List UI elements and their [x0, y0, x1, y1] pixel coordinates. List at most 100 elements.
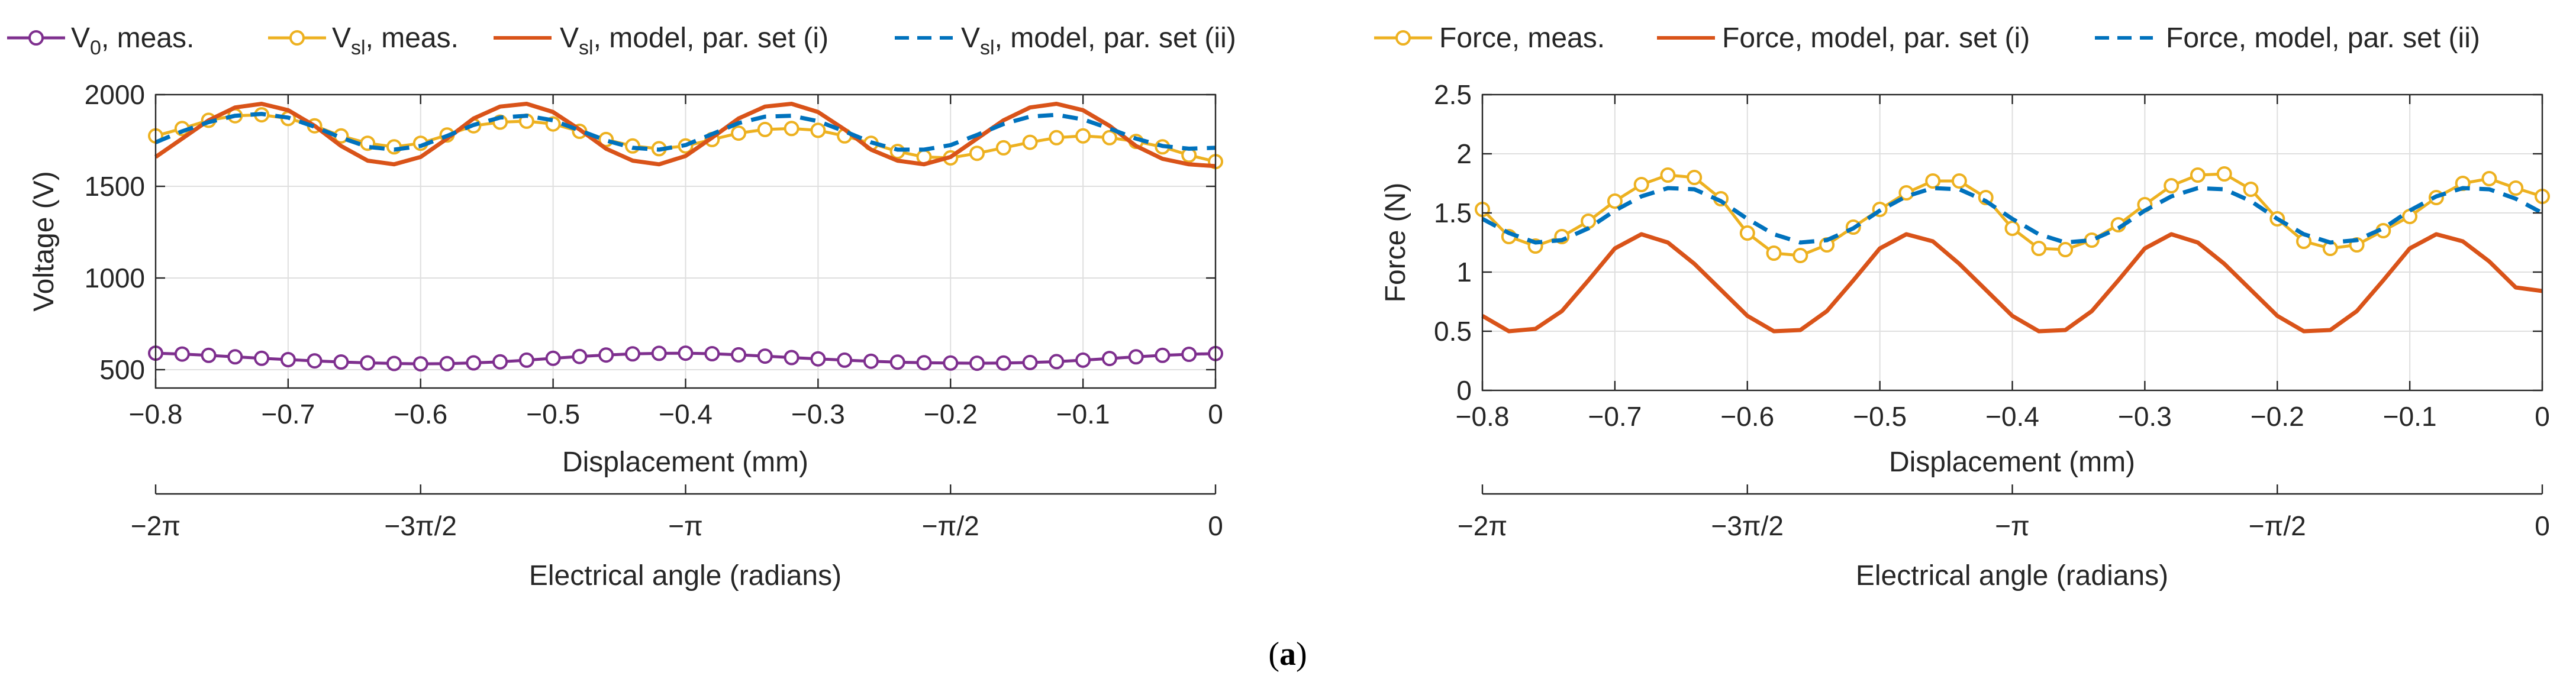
voltage-point-v0_meas [1075, 352, 1091, 368]
voltage-point-v0_meas [492, 354, 508, 370]
voltage-point-v0_meas [1022, 354, 1038, 370]
force-series [1475, 166, 2550, 334]
voltage-angle-tick-label: −3π/2 [384, 510, 457, 541]
force-angle-tick-label: 0 [2535, 510, 2550, 541]
force-angle-tick-label: −3π/2 [1711, 510, 1784, 541]
caption-label: a [1279, 636, 1296, 673]
voltage-point-v0_meas [916, 355, 932, 371]
voltage-point-v0_meas [995, 355, 1011, 371]
voltage-ytick-label: 1000 [85, 263, 145, 293]
force-ytick-label: 0 [1456, 375, 1472, 406]
force-xtick-label: 0 [2535, 401, 2550, 432]
voltage-xtick-label: −0.6 [394, 399, 447, 429]
force-ticks: −0.8 −0.7 −0.6 −0.5 −0.4 −0.3 −0.2 −0.1 0 0 0.5 1 1.… [1434, 79, 2550, 432]
legend-entry-force-model-i: Force, model, par. set (i) [1657, 22, 2030, 54]
force-point-force_meas [2243, 182, 2259, 197]
force-point-force_meas [1951, 173, 1967, 189]
voltage-point-vsl_meas [731, 125, 747, 141]
legend-entry-vsl-model-i: Vsl, model, par. set (i) [494, 22, 828, 59]
force-angle-tick-label: −2π [1458, 510, 1507, 541]
voltage-ytick-label: 1500 [85, 171, 145, 202]
voltage-x-label: Displacement (mm) [562, 447, 808, 478]
voltage-point-v0_meas [810, 351, 826, 367]
legend-label-force-meas: Force, meas. [1439, 22, 1605, 54]
voltage-point-v0_meas [1049, 354, 1065, 370]
voltage-series-vsl_model_ii [154, 112, 1216, 152]
voltage-point-vsl_meas [969, 146, 985, 161]
legend-entry-vsl-meas: Vsl, meas. [268, 22, 459, 59]
force-point-force_meas [2402, 209, 2418, 224]
voltage-point-v0_meas [280, 352, 296, 367]
voltage-xtick-label: −0.4 [659, 399, 712, 429]
force-point-force_meas [1633, 177, 1649, 192]
voltage-point-v0_meas [201, 347, 217, 363]
voltage-point-vsl_meas [1101, 130, 1117, 146]
force-point-force_meas [1739, 225, 1755, 241]
force-point-force_meas [1687, 170, 1703, 185]
force-xtick-label: −0.1 [2383, 401, 2437, 432]
voltage-point-v0_meas [598, 347, 614, 363]
voltage-ticks: −0.8 −0.7 −0.6 −0.5 −0.4 −0.3 −0.2 −0.1 0 500 1000… [85, 79, 1223, 429]
force-ytick-label: 1 [1456, 257, 1472, 287]
voltage-xtick-label: −0.3 [791, 399, 845, 429]
legend-marker-vsl-meas [289, 30, 305, 46]
legend-entry-vsl-model-ii: Vsl, model, par. set (ii) [895, 22, 1236, 59]
voltage-point-v0_meas [572, 348, 588, 364]
force-point-force_meas [1925, 173, 1941, 189]
force-xtick-label: −0.2 [2251, 401, 2304, 432]
voltage-xtick-label: 0 [1208, 399, 1223, 429]
voltage-point-vsl_meas [810, 122, 826, 138]
voltage-series [148, 102, 1223, 372]
force-ytick-label: 2.5 [1434, 79, 1472, 110]
force-point-force_meas [1581, 214, 1597, 229]
force-ytick-label: 0.5 [1434, 316, 1472, 347]
voltage-point-v0_meas [518, 352, 534, 368]
legend-entry-force-model-ii: Force, model, par. set (ii) [2095, 22, 2480, 54]
force-xtick-label: −0.3 [2118, 401, 2172, 432]
force-angle-tick-label: −π/2 [2249, 510, 2306, 541]
legend-marker-force-meas [1395, 30, 1411, 46]
force-point-force_meas [1792, 248, 1808, 263]
voltage-point-vsl_meas [784, 121, 799, 137]
force-point-force_meas [2004, 221, 2020, 236]
force-x-label: Displacement (mm) [1889, 447, 2135, 478]
voltage-angle-tick-label: 0 [1208, 510, 1223, 541]
voltage-point-v0_meas [1155, 347, 1171, 363]
voltage-angle-tick-label: −π/2 [922, 510, 979, 541]
voltage-point-v0_meas [174, 346, 190, 362]
force-point-force_meas [1607, 193, 1623, 209]
voltage-point-v0_meas [1101, 351, 1117, 367]
voltage-plot: −0.8 −0.7 −0.6 −0.5 −0.4 −0.3 −0.2 −0.1 0 500 1000… [28, 79, 1223, 591]
force-angle-label: Electrical angle (radians) [1856, 560, 2168, 591]
voltage-point-v0_meas [466, 355, 482, 371]
voltage-point-v0_meas [678, 345, 694, 361]
force-point-force_meas [2164, 178, 2180, 193]
force-series-force_model_i [1481, 232, 2543, 334]
force-angle-tick-label: −π [1995, 510, 2030, 541]
voltage-point-v0_meas [757, 348, 773, 364]
legend-label-vsl-meas: Vsl, meas. [332, 22, 459, 59]
force-legend: Force, meas. Force, model, par. set (i) … [1374, 22, 2480, 54]
force-series-force_model_ii [1481, 186, 2543, 245]
voltage-series-vsl_model_i [154, 102, 1216, 169]
voltage-point-v0_meas [704, 346, 720, 361]
voltage-point-v0_meas [333, 354, 349, 370]
voltage-point-vsl_meas [1075, 128, 1091, 144]
voltage-point-v0_meas [784, 350, 799, 366]
voltage-point-vsl_meas [995, 140, 1011, 156]
figure-caption: (a) [1268, 636, 1307, 673]
voltage-point-v0_meas [227, 349, 243, 365]
voltage-point-v0_meas [651, 345, 667, 361]
voltage-y-label: Voltage (V) [28, 171, 60, 311]
voltage-point-v0_meas [412, 356, 428, 372]
voltage-point-v0_meas [1181, 347, 1197, 362]
force-xtick-label: −0.7 [1588, 401, 1642, 432]
voltage-point-v0_meas [307, 353, 323, 369]
voltage-point-v0_meas [254, 350, 270, 366]
force-point-force_meas [2481, 171, 2497, 186]
voltage-point-v0_meas [837, 352, 853, 368]
voltage-point-v0_meas [625, 346, 640, 362]
force-point-force_meas [2190, 167, 2206, 183]
voltage-point-vsl_meas [757, 121, 773, 137]
